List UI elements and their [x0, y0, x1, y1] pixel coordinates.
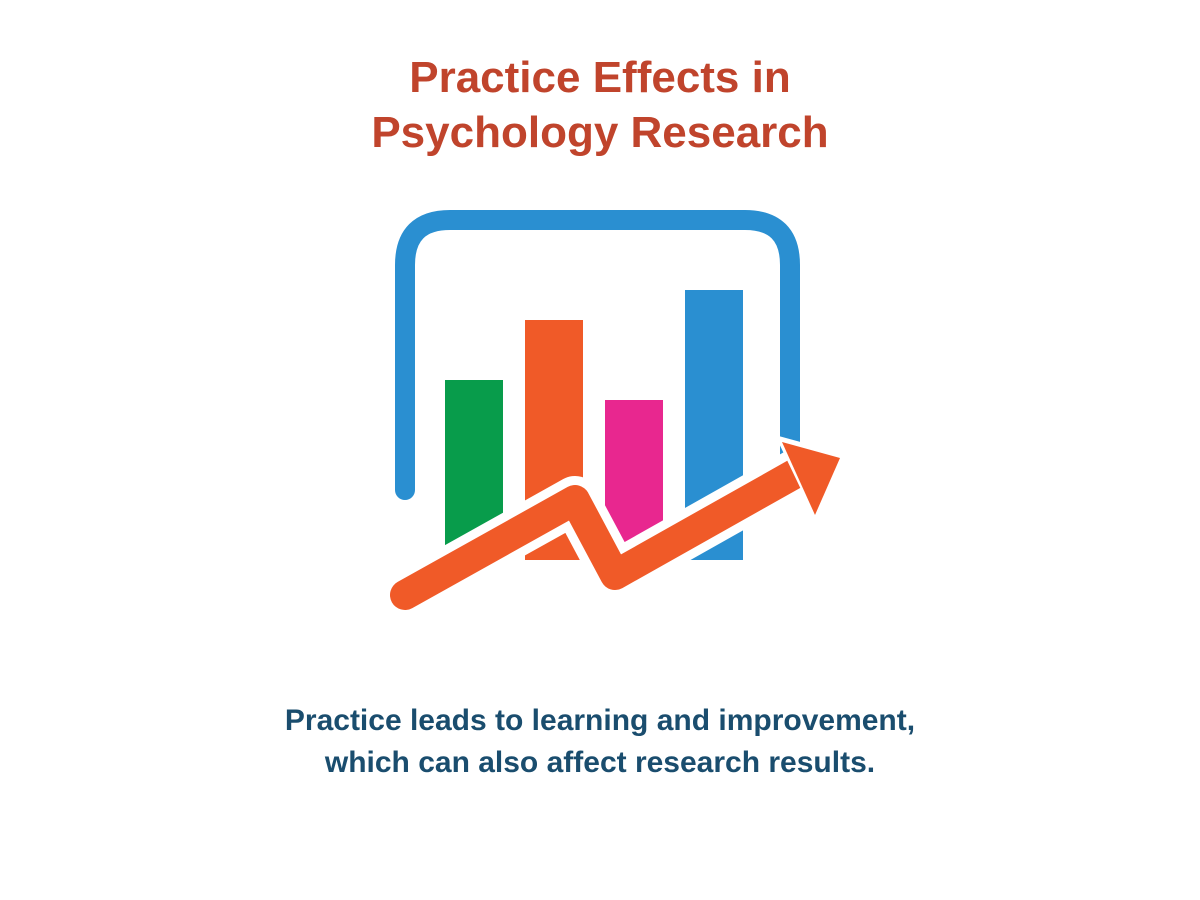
page-title: Practice Effects in Psychology Research [371, 50, 828, 160]
title-line-2: Psychology Research [371, 105, 828, 160]
subtitle: Practice leads to learning and improveme… [285, 700, 915, 784]
title-line-1: Practice Effects in [371, 50, 828, 105]
subtitle-line-2: which can also affect research results. [285, 742, 915, 784]
subtitle-line-1: Practice leads to learning and improveme… [285, 700, 915, 742]
chart-icon [350, 210, 850, 650]
